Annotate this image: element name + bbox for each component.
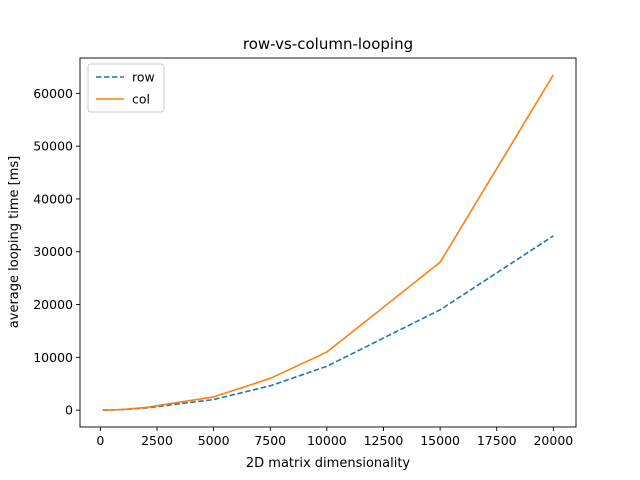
x-tick-label: 7500 (254, 433, 286, 448)
y-tick-label: 10000 (33, 350, 73, 365)
x-tick-label: 12500 (364, 433, 404, 448)
x-tick-label: 17500 (477, 433, 517, 448)
y-tick-label: 20000 (33, 297, 73, 312)
legend-box (87, 63, 165, 113)
legend-label-row: row (132, 70, 155, 85)
x-tick-label: 20000 (533, 433, 573, 448)
x-axis: 0 2500 5000 7500 10000 12500 15000 17500 20000 (96, 427, 573, 448)
legend: row col (87, 63, 165, 113)
chart-title: row-vs-column-looping (243, 35, 413, 53)
y-tick-label: 0 (65, 403, 73, 418)
y-tick-label: 60000 (33, 86, 73, 101)
x-tick-label: 15000 (420, 433, 460, 448)
x-tick-label: 0 (96, 433, 104, 448)
x-tick-label: 5000 (198, 433, 230, 448)
y-axis-label: average looping time [ms] (7, 156, 22, 328)
legend-label-col: col (132, 92, 150, 107)
y-tick-label: 40000 (33, 191, 73, 206)
y-axis: 0 10000 20000 30000 40000 50000 60000 (33, 86, 80, 418)
plot-frame (79, 57, 577, 428)
x-tick-label: 2500 (141, 433, 173, 448)
x-tick-label: 10000 (307, 433, 347, 448)
series-line-col (102, 74, 555, 411)
plot-area (79, 57, 577, 428)
y-tick-label: 50000 (33, 139, 73, 154)
y-tick-label: 30000 (33, 244, 73, 259)
x-axis-label: 2D matrix dimensionality (246, 456, 411, 471)
series-layer (102, 74, 555, 411)
